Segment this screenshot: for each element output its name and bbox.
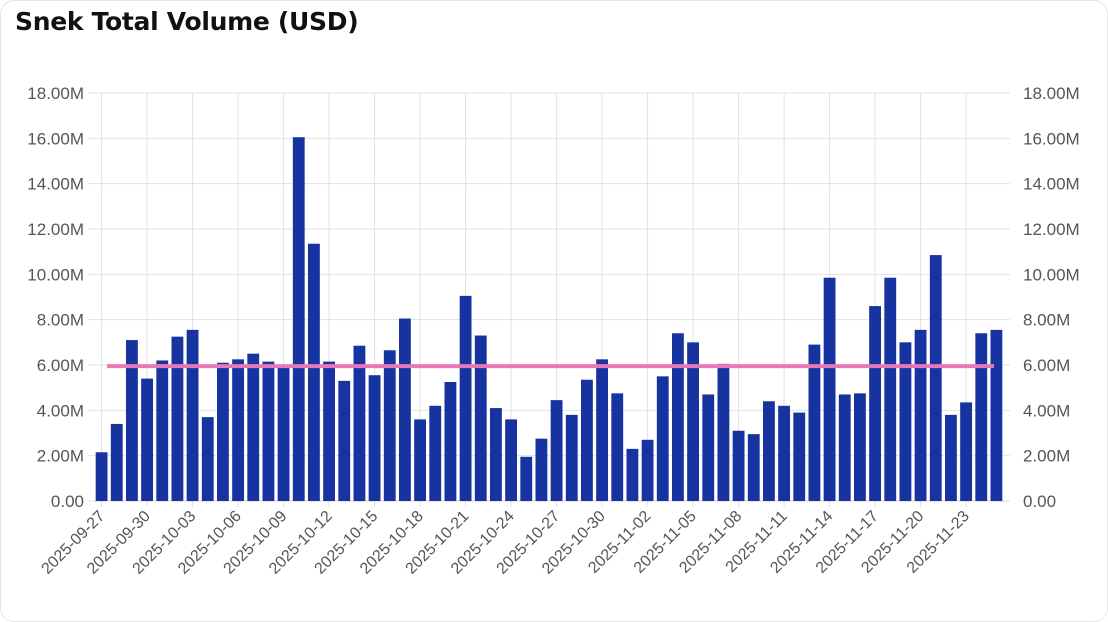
y-tick-label-left: 12.00M [27,220,84,239]
bar [444,382,457,501]
bar [217,362,229,501]
bar [854,393,866,501]
y-tick-label-right: 10.00M [1023,265,1080,284]
bar [95,452,108,501]
bar [232,359,244,501]
y-tick-label-right: 0.00 [1023,492,1056,511]
bar [186,329,199,501]
bar [262,361,275,501]
y-tick-label-right: 4.00M [1023,401,1070,420]
bar [459,295,472,501]
bar [869,306,881,501]
bar [429,405,442,501]
y-tick-label-right: 12.00M [1023,220,1080,239]
bar [763,401,775,501]
bar [247,353,260,501]
bar [626,448,639,501]
bar [581,379,593,501]
bar [292,137,305,501]
bar [110,423,123,501]
bar [414,419,426,501]
bar [156,360,169,501]
y-tick-label-right: 8.00M [1023,311,1070,330]
y-tick-label-right: 6.00M [1023,356,1070,375]
bar [929,255,942,501]
y-tick-label-left: 2.00M [37,447,84,466]
bar [550,400,563,501]
bar [171,336,184,501]
bar [975,333,988,501]
bar [565,414,578,501]
y-tick-label-right: 2.00M [1023,447,1070,466]
bar [353,345,366,501]
chart-title: Snek Total Volume (USD) [15,7,359,36]
bar [141,378,153,501]
y-tick-label-left: 14.00M [27,175,84,194]
bar [490,408,502,501]
bar [838,394,851,501]
bar [945,414,957,501]
bar [823,277,836,501]
y-tick-label-left: 0.00 [51,492,84,511]
bar [520,456,533,501]
y-tick-label-right: 14.00M [1023,175,1080,194]
bar [596,359,608,501]
y-tick-label-left: 6.00M [37,356,84,375]
bar [641,439,654,501]
bar [914,329,927,501]
bar [808,344,821,501]
bar [899,342,912,501]
bar [778,405,790,501]
bar [687,342,699,501]
x-axis: 2025-09-272025-09-302025-10-032025-10-06… [39,508,973,578]
bar [323,361,335,501]
bar [990,329,1003,501]
bar [368,375,381,501]
y-tick-label-right: 18.00M [1023,84,1080,103]
y-tick-label-left: 16.00M [27,129,84,148]
bar [308,243,320,501]
y-tick-label-right: 16.00M [1023,129,1080,148]
bar [201,417,214,501]
bar [277,367,290,501]
bar [747,434,760,501]
y-tick-label-left: 8.00M [37,311,84,330]
bar [884,277,897,501]
y-tick-label-left: 18.00M [27,84,84,103]
bar [505,419,517,501]
bar [672,333,684,501]
bar [656,376,669,501]
bar [611,393,624,501]
y-axis-left: 0.00 2.00M 4.00M 6.00M 8.00M 10.00M 12.00M 14.0… [27,84,84,511]
bars [95,137,1003,501]
bar [383,350,396,501]
bar [717,363,730,501]
y-tick-label-left: 10.00M [27,265,84,284]
bar [535,438,548,501]
bar [732,430,745,501]
bar [474,335,487,501]
bar [338,380,351,501]
bar [960,402,972,501]
bar [793,412,806,501]
y-tick-label-left: 4.00M [37,401,84,420]
bar [126,340,138,501]
bar [399,318,411,501]
bar [702,394,715,501]
y-axis-right: 0.00 2.00M 4.00M 6.00M 8.00M 10.00M 12.00M 14.0… [1023,84,1080,511]
